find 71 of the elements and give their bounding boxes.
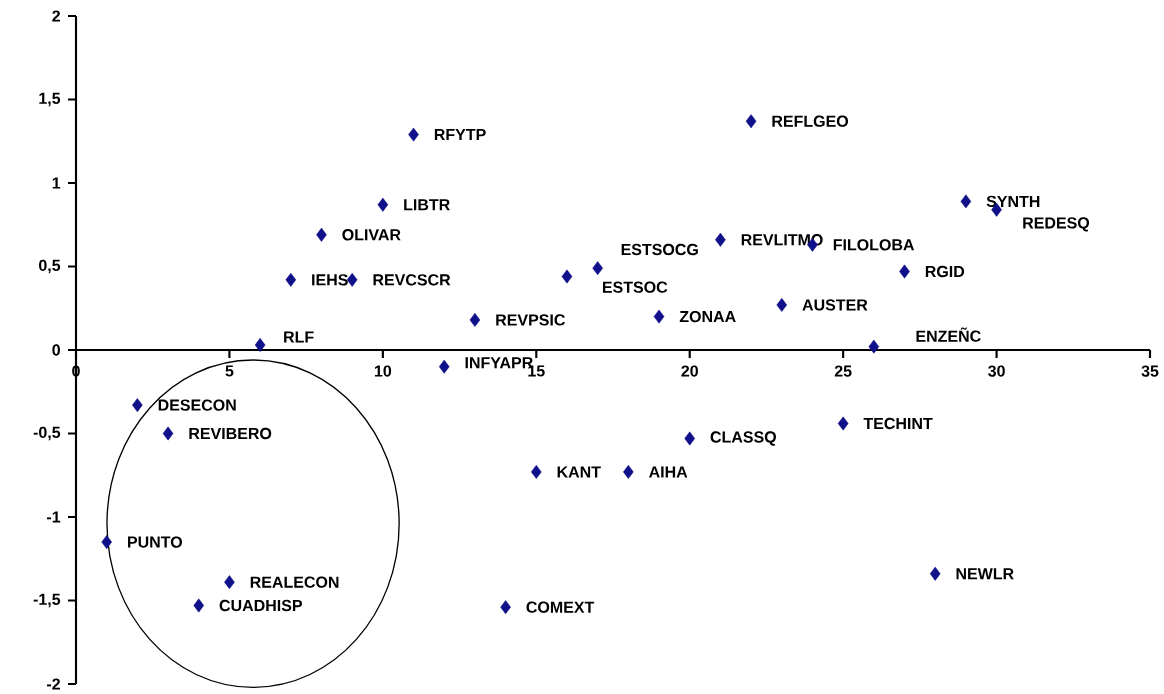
point [408,127,419,142]
annotation: AIHA [649,466,688,478]
x-tick-label: 10 [374,365,392,377]
annotation: COMEXT [526,601,595,613]
y-tick-label: 1 [52,177,61,189]
annotation: REDESQ [1023,217,1090,232]
point [193,598,205,613]
annotation: REVIBERO [189,427,272,440]
point [162,426,174,441]
annotation: RLF [284,331,314,343]
annotation: REVLITMO [741,234,823,246]
annotation: AUSTER [802,299,868,311]
point [960,194,972,209]
point [929,566,941,581]
y-tick-label: -0,5 [33,426,61,441]
y-tick-label: 2 [52,10,60,22]
x-tick-label: 30 [988,365,1005,377]
point [653,309,665,324]
annotation: NEWLR [956,568,1014,580]
annotation: RFYTP [434,129,486,141]
annotation: CLASSQ [710,431,776,446]
point [745,114,757,129]
annotation: ZONAA [679,310,736,323]
annotation: ESTSOC [602,281,668,293]
y-tick-label: -1 [47,511,61,523]
annotation: OLIVAR [342,229,401,241]
point [469,313,481,327]
annotation: KANT [557,466,601,478]
point [899,264,910,279]
x-tick-label: 25 [834,365,852,377]
point [285,272,297,287]
annotation: REVCSCR [373,274,451,286]
y-tick-label: -1,5 [33,593,61,608]
annotation: IEHS [312,274,348,286]
point [377,197,389,212]
point [776,297,788,312]
annotation: CUADHISP [219,599,303,612]
point [684,431,695,446]
point [438,359,450,374]
point [531,464,542,479]
x-tick-label: 5 [225,365,234,377]
y-tick-label: 0 [52,344,60,356]
x-tick-label: 35 [1141,365,1159,377]
point [561,269,573,284]
point [715,232,726,247]
annotation: REALECON [250,576,339,588]
annotation: PUNTO [128,536,182,548]
point [500,600,511,615]
y-tick-label: 1,5 [39,92,61,107]
annotation: REFLGEO [772,115,849,127]
x-tick-label: 20 [681,365,698,377]
annotation: ENZEÑC [916,327,981,342]
point [868,339,880,354]
annotation: FILOLOBA [833,239,915,251]
point [254,338,266,352]
point [316,227,327,242]
annotation: TECHINT [863,417,933,430]
annotation: DESECON [158,399,236,411]
annotation: SYNTH [986,195,1040,208]
annotation: RGID [925,265,965,278]
point [837,416,849,431]
y-tick-label: -2 [47,678,60,690]
annotation: LIBTR [404,199,450,211]
point [224,575,235,590]
point [101,535,112,549]
y-tick-label: 0,5 [39,259,61,274]
point [132,398,143,413]
point [592,261,603,276]
point [623,464,634,479]
annotation: ESTSOCG [621,243,698,256]
annotation: REVPSIC [496,314,565,326]
